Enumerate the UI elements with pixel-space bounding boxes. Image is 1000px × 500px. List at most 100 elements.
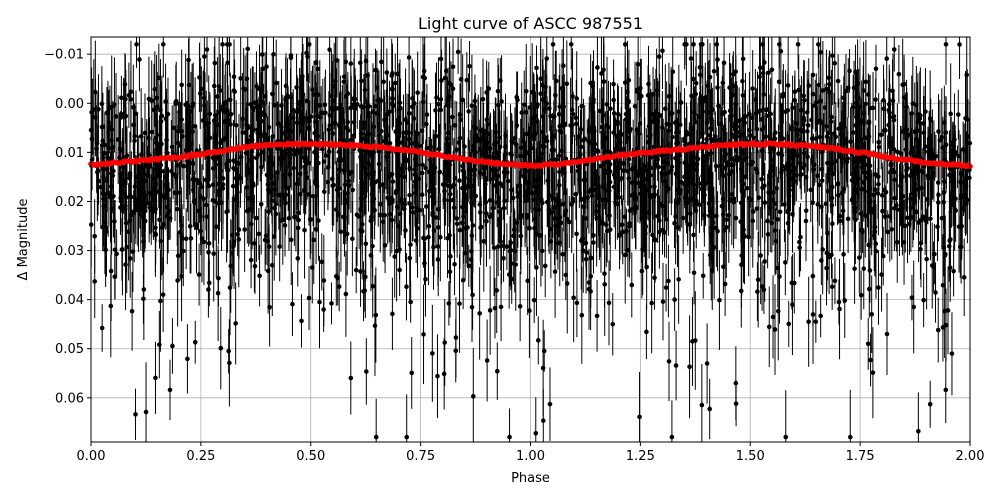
observation-point [496,102,501,108]
observation-point [373,434,379,440]
observation-point [514,123,520,128]
observation-point [523,88,529,94]
observation-point [507,434,512,440]
observation-point [309,265,315,270]
observation-point [760,42,765,47]
observation-point [342,200,348,206]
observation-point [210,166,216,171]
observation-point [280,130,286,136]
observation-point [467,63,472,69]
observation-point [532,225,537,231]
observation-point [89,109,94,115]
observation-point [608,106,613,112]
observation-point [152,86,158,92]
observation-point [272,181,277,186]
observation-point [292,215,297,220]
observation-points [88,37,973,442]
observation-point [942,120,947,125]
observation-point [941,245,947,250]
observation-point [105,155,111,160]
observation-point [329,105,335,110]
observation-point [880,208,885,214]
observation-point [129,308,135,314]
observation-point [866,286,872,292]
observation-point [412,101,417,106]
observation-point [299,318,304,324]
observation-point [404,284,409,290]
observation-point [533,189,539,195]
observation-point [501,255,506,261]
observation-point [393,129,398,134]
observation-point [190,129,195,134]
observation-point [318,110,324,116]
observation-point [666,278,671,284]
observation-point [138,134,144,139]
observation-point [852,266,857,272]
observation-point [366,114,372,119]
observation-point [192,200,198,206]
observation-point [921,297,926,303]
observation-point [574,231,579,237]
observation-point [160,292,166,297]
observation-point [951,268,956,274]
observation-point [341,214,346,220]
observation-point [390,199,395,205]
observation-point [400,169,405,174]
observation-point [445,130,451,136]
observation-point [887,213,893,219]
observation-point [164,204,170,210]
observation-point [484,358,490,363]
observation-point [128,213,134,218]
observation-point [426,223,432,229]
observation-point [284,147,289,152]
observation-point [815,202,821,207]
observation-point [192,123,198,129]
observation-point [775,265,781,271]
observation-point [866,134,872,139]
observation-point [916,428,921,434]
observation-point [766,189,771,195]
observation-point [568,123,573,128]
observation-point [564,281,570,286]
observation-point [421,235,426,241]
observation-point [850,104,856,110]
observation-point [357,60,363,66]
observation-point [715,57,720,62]
observation-point [761,92,766,97]
observation-point [403,158,409,164]
observation-point [312,149,317,155]
observation-point [750,86,755,91]
observation-point [622,252,628,258]
observation-point [420,162,425,168]
observation-point [397,100,403,106]
observation-point [455,49,461,55]
observation-point [104,110,110,116]
observation-point [266,209,272,214]
observation-point [733,215,739,221]
observation-point [847,434,853,440]
observation-point [175,140,181,146]
observation-point [114,251,119,257]
observation-point [534,265,539,270]
observation-point [888,143,893,149]
observation-point [879,272,884,277]
observation-point [303,170,309,175]
observation-point [670,69,676,74]
observation-point [813,319,819,324]
observation-point [691,270,697,276]
observation-point [959,192,964,198]
observation-point [158,168,164,174]
observation-point [806,319,811,325]
observation-point [457,178,462,183]
observation-point [451,205,457,211]
observation-point [556,112,562,117]
observation-point [842,298,848,303]
observation-point [574,96,580,101]
observation-point [505,178,511,184]
observation-point [142,200,148,206]
observation-point [491,245,497,251]
observation-point [553,78,559,84]
observation-point [294,109,300,115]
observation-point [466,109,471,114]
observation-point [452,123,458,128]
